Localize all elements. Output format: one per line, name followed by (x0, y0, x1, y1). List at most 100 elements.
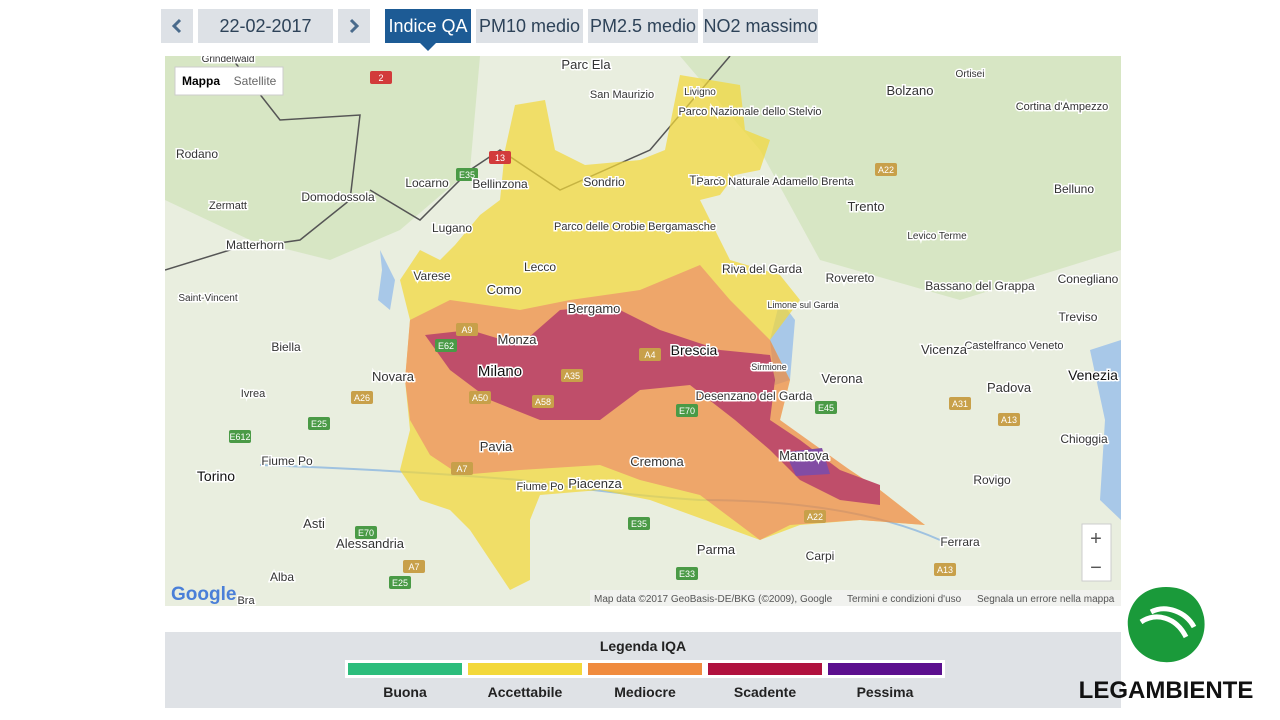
road-label: E35 (459, 170, 475, 180)
road-shield (934, 563, 956, 576)
terms-link[interactable]: Termini e condizioni d'uso (847, 594, 962, 605)
road-shield (435, 339, 457, 352)
legend-swatch (465, 660, 585, 678)
zone (785, 448, 830, 476)
tab[interactable]: PM10 medio (476, 9, 583, 43)
place-label: Carpi (806, 549, 835, 563)
map-type-button[interactable]: Mappa (182, 74, 220, 88)
place-label: Biella (271, 340, 301, 354)
road-shield (676, 567, 698, 580)
place-label: Sondrio (583, 175, 625, 189)
attribution-bg (590, 590, 1121, 606)
road-label: 13 (495, 153, 505, 163)
attribution: Map data ©2017 GeoBasis-DE/BKG (©2009), … (594, 594, 833, 605)
place-label: Chioggia (1060, 432, 1108, 446)
road-shield (804, 510, 826, 523)
place-label: Bolzano (887, 83, 934, 98)
place-label: Verona (821, 371, 863, 386)
place-label: Ortisei (956, 69, 985, 80)
place-label: Desenzano del Garda (696, 389, 813, 403)
zoom-out[interactable]: − (1090, 557, 1102, 579)
terrain (680, 56, 1121, 300)
road-shield (561, 369, 583, 382)
sea (1090, 340, 1121, 520)
place-label: Piacenza (568, 476, 622, 491)
place-label: Castelfranco Veneto (964, 340, 1063, 352)
road-label: E45 (818, 403, 834, 413)
place-label: Bergamo (568, 301, 621, 316)
place-label: Lugano (432, 221, 472, 235)
place-label: Padova (987, 380, 1032, 395)
road-shield (229, 430, 251, 443)
zoom-in[interactable]: + (1090, 528, 1102, 550)
place-label: Fiume Po (261, 454, 313, 468)
legend-swatch (585, 660, 705, 678)
road-label: A26 (354, 393, 370, 403)
road-shield (355, 526, 377, 539)
place-label: Tirano (689, 173, 723, 187)
road-label: A35 (564, 371, 580, 381)
road-shield (949, 397, 971, 410)
legend-swatch (705, 660, 825, 678)
road-label: A4 (644, 350, 655, 360)
place-label: Torino (197, 468, 235, 484)
road-label: A58 (535, 397, 551, 407)
brand-logo: LEGAMBIENTE (1066, 582, 1266, 704)
place-label: Sirmione (751, 362, 787, 372)
place-label: Livigno (684, 87, 716, 98)
place-label: Rodano (176, 147, 218, 161)
place-label: Zermatt (209, 200, 247, 212)
place-label: Riva del Garda (722, 262, 802, 276)
road-shield (351, 391, 373, 404)
brand-icon (1127, 587, 1205, 663)
report-link[interactable]: Segnala un errore nella mappa (977, 594, 1115, 605)
tab-pointer (420, 43, 436, 59)
map-type-button[interactable]: Satellite (234, 74, 277, 88)
legend-label: Accettabile (487, 684, 563, 700)
date[interactable]: 22-02-2017 (198, 9, 333, 43)
place-label: Ivrea (241, 388, 266, 400)
place-label: Pavia (480, 439, 513, 454)
road-shield (469, 391, 491, 404)
place-label: Bra (237, 595, 255, 606)
place-label: Parco Nazionale dello Stelvio (678, 106, 821, 118)
place-label: Alessandria (336, 536, 405, 551)
place-label: Lecco (524, 260, 556, 274)
place-label: Parco Naturale Adamello Brenta (696, 176, 854, 188)
place-label: San Maurizio (590, 89, 654, 101)
google-logo: Google (171, 584, 236, 605)
place-label: Matterhorn (226, 238, 284, 252)
road-label: E612 (229, 432, 250, 442)
next-day[interactable] (338, 9, 370, 43)
place-label: Bellinzona (472, 177, 528, 191)
tab[interactable]: PM2.5 medio (588, 9, 698, 43)
map-type-bg (174, 66, 284, 96)
road-shield (489, 151, 511, 164)
tab[interactable]: NO2 massimo (703, 9, 818, 43)
legend: Legenda IQA Buona Accettabile Mediocre Scad… (165, 632, 1121, 708)
place-label: Belluno (1054, 182, 1094, 196)
place-label: Cremona (630, 454, 684, 469)
road-shield (815, 401, 837, 414)
legend-swatch (825, 660, 945, 678)
place-label: Levico Terme (907, 231, 967, 242)
place-label: Trento (847, 199, 884, 214)
place-label: Milano (478, 363, 522, 380)
place-label: Asti (303, 516, 325, 531)
road-label: E25 (311, 419, 327, 429)
legend-swatch (345, 660, 465, 678)
road-label: A22 (878, 165, 894, 175)
place-label: Rovigo (973, 473, 1011, 487)
road-shield (532, 395, 554, 408)
place-label: Varese (413, 269, 450, 283)
road-shield (456, 323, 478, 336)
prev-day[interactable] (161, 9, 193, 43)
road-label: E70 (358, 528, 374, 538)
road-label: A7 (456, 464, 467, 474)
place-label: Monza (497, 332, 537, 347)
tab[interactable]: Indice QA (385, 9, 471, 43)
brand-name: LEGAMBIENTE (1078, 677, 1254, 704)
road-label: E62 (438, 341, 454, 351)
road-label: E25 (392, 578, 408, 588)
